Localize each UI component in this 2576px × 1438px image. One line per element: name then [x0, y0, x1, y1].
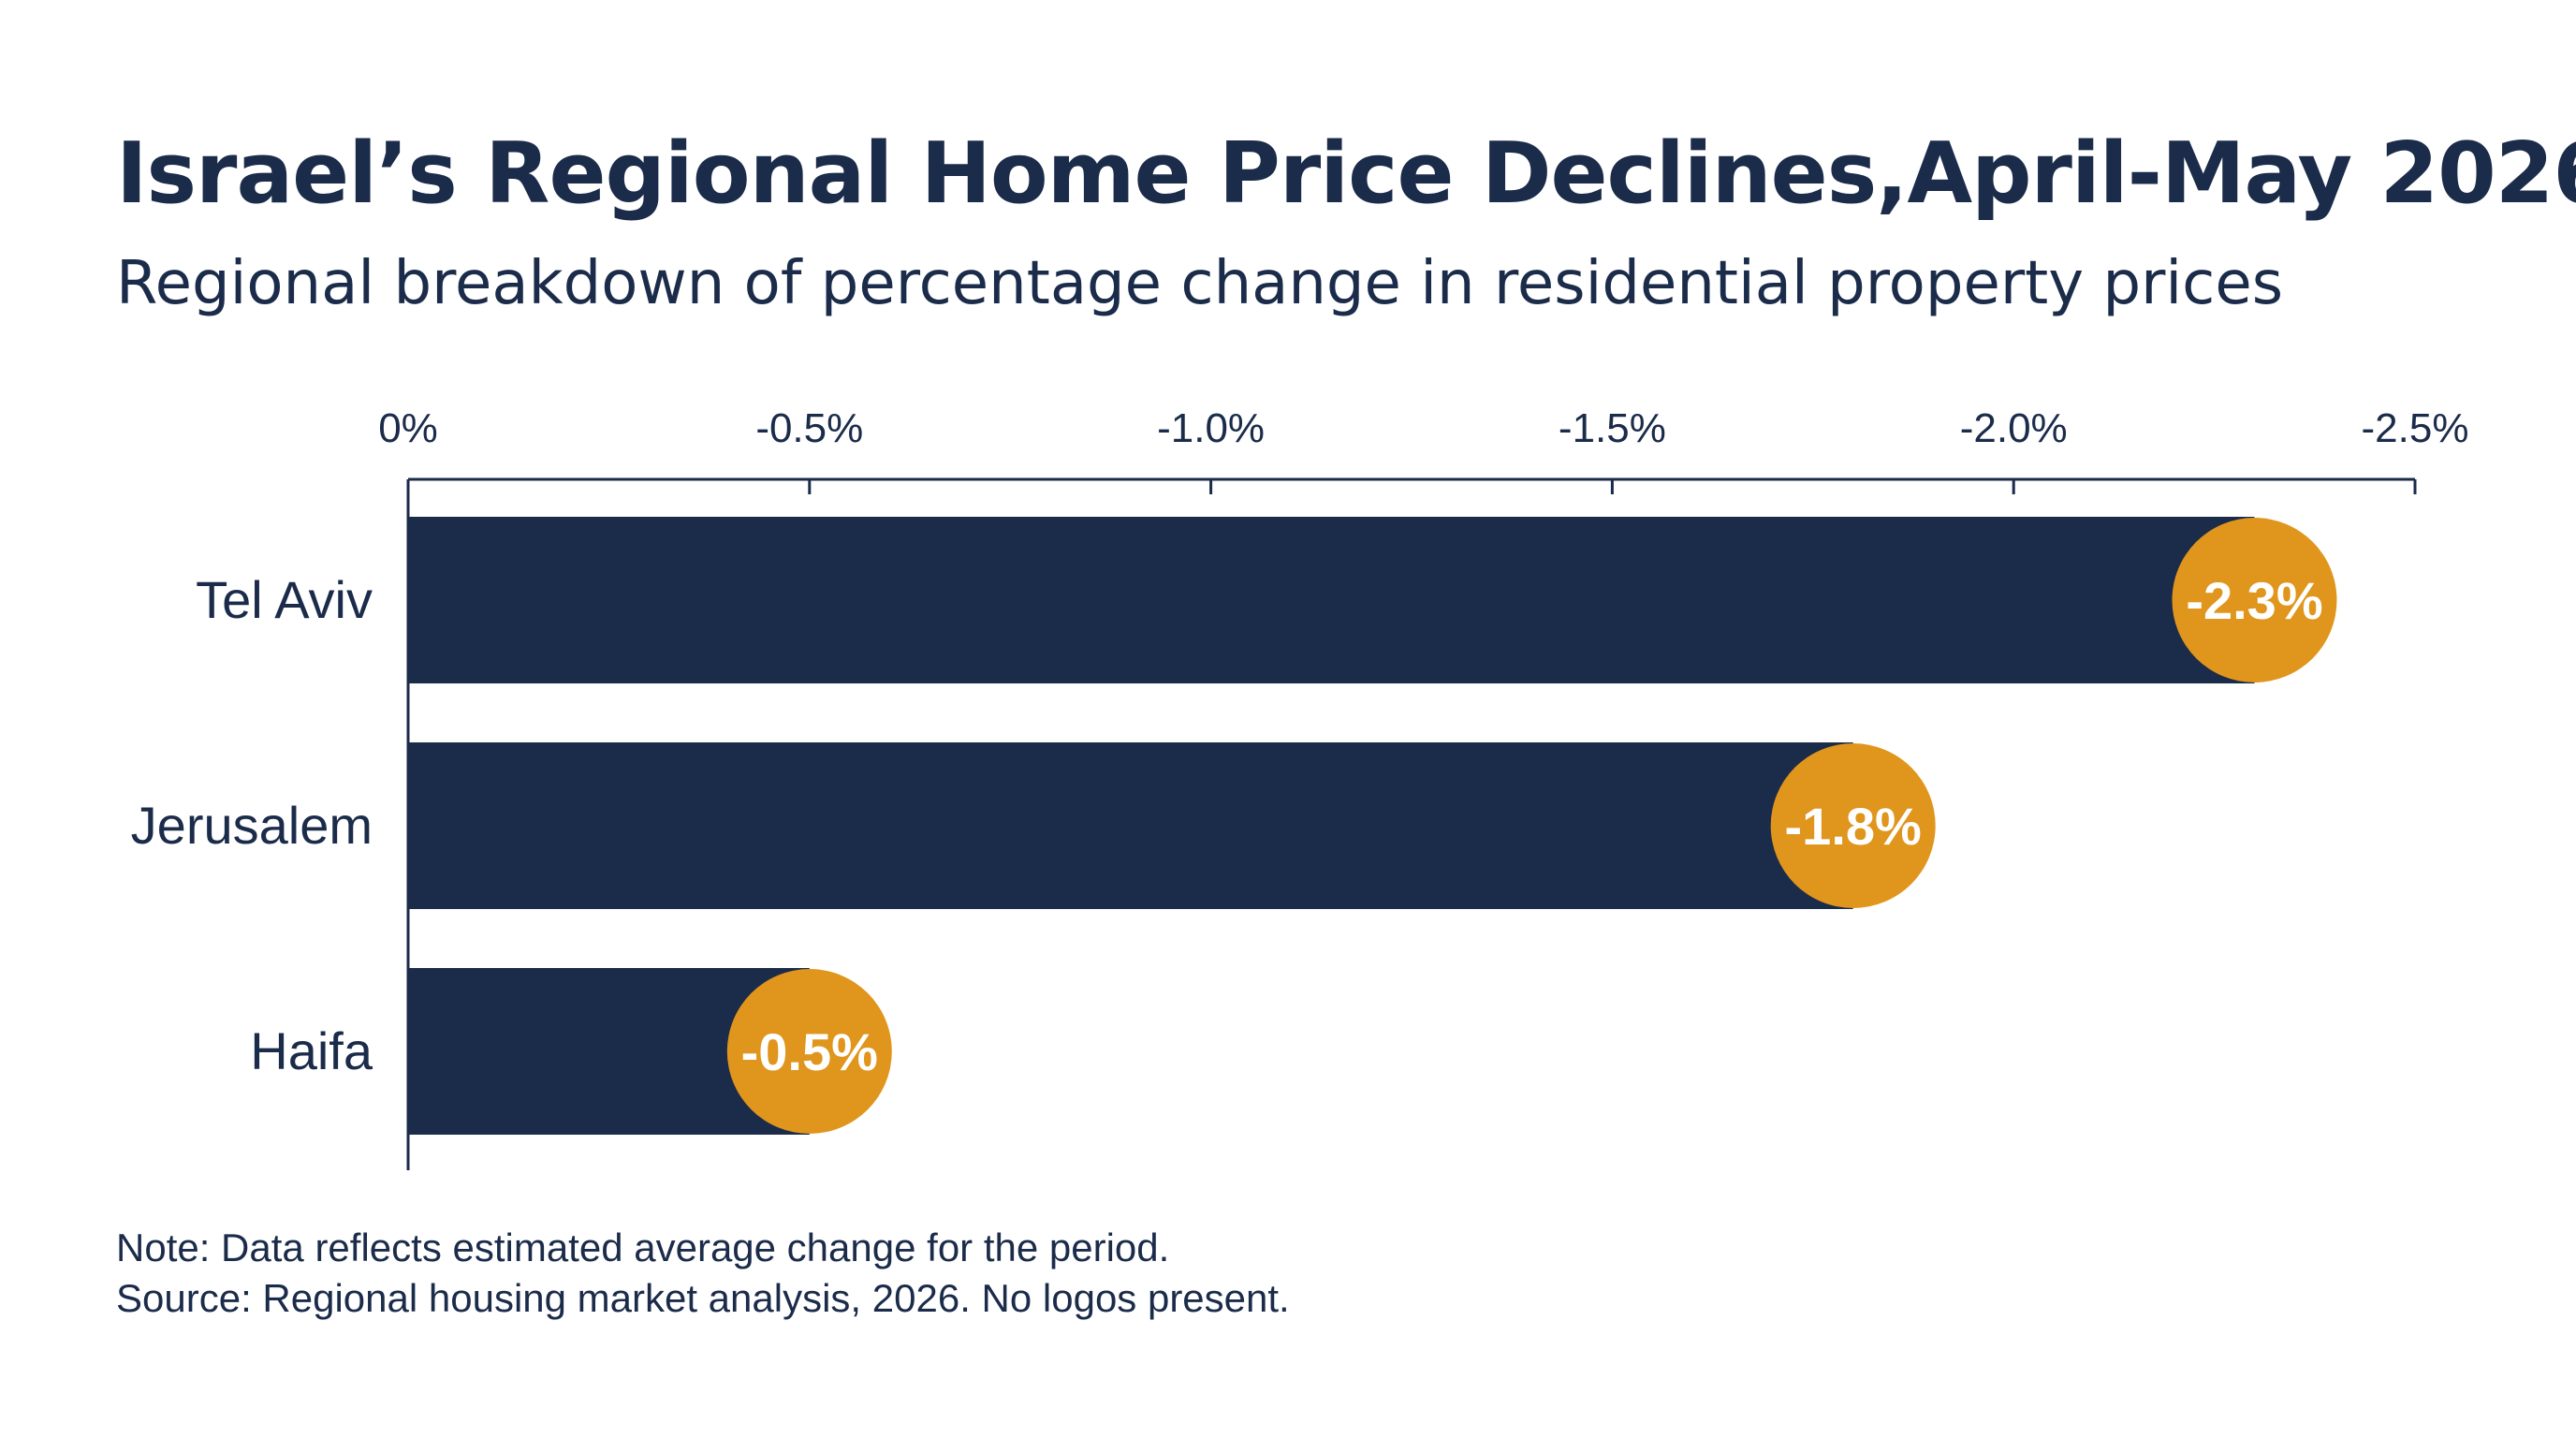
chart-subtitle: Regional breakdown of percentage change … [116, 249, 2284, 318]
data-label: -2.3% [2186, 571, 2322, 630]
x-tick-label: -1.5% [1559, 405, 1666, 451]
bar-jerusalem [408, 742, 1853, 909]
chart-title: Israel’s Regional Home Price Declines,Ap… [116, 125, 2576, 223]
bar-tel-aviv [408, 517, 2255, 683]
category-label: Tel Aviv [196, 570, 373, 629]
x-tick-label: -0.5% [755, 405, 863, 451]
data-label: -1.8% [1785, 797, 1922, 856]
x-tick-label: -1.0% [1157, 405, 1265, 451]
value-badge [2172, 518, 2337, 682]
source-text: Source: Regional housing market analysis… [116, 1276, 1290, 1320]
bar-chart: 0% -0.5% -1.0% -1.5% -2.0% -2.5% Tel Aviv -2.3%… [131, 405, 2469, 1170]
category-label: Haifa [250, 1021, 373, 1080]
value-badge [726, 969, 892, 1134]
x-tick-label: 0% [378, 405, 438, 451]
note-text: Note: Data reflects estimated average ch… [116, 1225, 1170, 1269]
x-tick-label: -2.0% [1960, 405, 2068, 451]
chart-footnote: Note: Data reflects estimated average ch… [116, 1223, 1290, 1324]
category-label: Jerusalem [131, 796, 373, 855]
x-tick-label: -2.5% [2362, 405, 2469, 451]
data-label: -0.5% [741, 1022, 878, 1081]
value-badge [1770, 743, 1936, 908]
